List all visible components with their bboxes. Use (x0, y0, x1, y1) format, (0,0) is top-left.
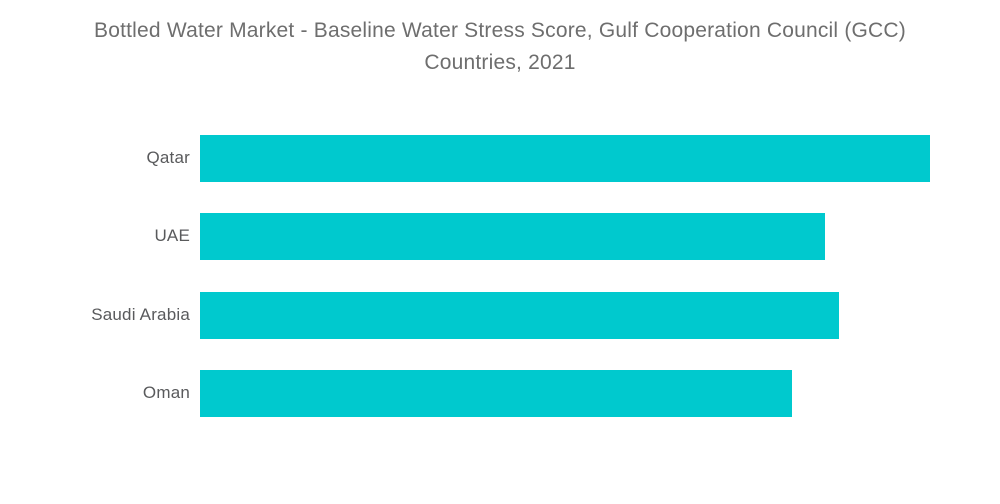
chart-title: Bottled Water Market - Baseline Water St… (0, 15, 1000, 79)
category-label-qatar: Qatar (146, 148, 190, 167)
category-label-saudi-arabia: Saudi Arabia (91, 305, 190, 324)
bar-row-qatar: Qatar (0, 134, 930, 182)
bar-row-uae: UAE (0, 212, 825, 260)
category-label-uae: UAE (154, 226, 190, 245)
bar-qatar (200, 134, 930, 182)
chart-title-line2: Countries, 2021 (424, 51, 576, 74)
bar-row-oman: Oman (0, 369, 792, 417)
category-label-oman: Oman (142, 383, 190, 402)
bar-row-saudi-arabia: Saudi Arabia (0, 291, 839, 339)
bar-uae (200, 212, 825, 260)
bar-saudi-arabia (200, 291, 839, 339)
chart-title-line1: Bottled Water Market - Baseline Water St… (94, 19, 906, 42)
bar-oman (200, 369, 792, 417)
